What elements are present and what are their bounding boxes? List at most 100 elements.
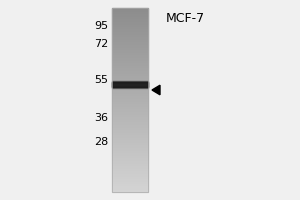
Bar — [112, 39, 148, 40]
Bar — [112, 86, 148, 87]
Bar — [112, 83, 148, 84]
Bar — [112, 81, 148, 87]
Bar — [112, 85, 148, 86]
Bar — [112, 40, 148, 41]
Bar — [112, 101, 148, 102]
Polygon shape — [152, 85, 160, 95]
Bar — [112, 52, 148, 53]
Bar — [112, 15, 148, 16]
Bar — [112, 125, 148, 126]
Bar — [112, 94, 148, 95]
Bar — [112, 131, 148, 132]
Bar — [112, 8, 148, 9]
Bar — [112, 14, 148, 15]
Bar — [112, 173, 148, 174]
Bar — [112, 178, 148, 179]
Bar — [112, 168, 148, 169]
Bar — [112, 24, 148, 25]
Bar — [112, 184, 148, 185]
Bar — [112, 138, 148, 139]
Bar — [112, 92, 148, 93]
Bar — [112, 99, 148, 100]
Bar — [112, 156, 148, 157]
Bar — [112, 140, 148, 141]
Bar — [112, 28, 148, 29]
Bar — [112, 110, 148, 111]
Bar — [112, 122, 148, 123]
Bar — [112, 166, 148, 167]
Bar — [112, 65, 148, 66]
Bar — [112, 127, 148, 128]
Bar — [112, 63, 148, 64]
Bar — [112, 23, 148, 24]
Bar — [112, 33, 148, 34]
Bar — [112, 108, 148, 109]
Bar — [112, 72, 148, 73]
Bar — [112, 96, 148, 97]
Bar — [112, 174, 148, 175]
Bar — [112, 133, 148, 134]
Bar — [112, 115, 148, 116]
Bar — [112, 82, 148, 87]
Text: 36: 36 — [94, 113, 108, 123]
Bar — [112, 148, 148, 149]
Bar — [112, 124, 148, 125]
Bar — [112, 26, 148, 27]
Bar — [112, 126, 148, 127]
Bar — [112, 30, 148, 31]
Bar — [112, 27, 148, 28]
Bar — [112, 62, 148, 63]
Bar — [112, 88, 148, 89]
Bar — [112, 60, 148, 61]
Bar — [112, 170, 148, 171]
Bar — [112, 34, 148, 35]
Bar — [112, 190, 148, 191]
Bar — [112, 81, 148, 88]
Bar — [112, 135, 148, 136]
Bar — [112, 152, 148, 153]
Bar — [112, 172, 148, 173]
Bar — [112, 183, 148, 184]
Bar — [112, 164, 148, 165]
Bar — [112, 142, 148, 143]
Bar — [112, 158, 148, 159]
Bar — [112, 107, 148, 108]
Bar — [112, 64, 148, 65]
Bar — [112, 87, 148, 88]
Bar — [112, 109, 148, 110]
Bar — [112, 54, 148, 55]
Bar — [112, 150, 148, 151]
Bar — [112, 187, 148, 188]
Bar — [112, 12, 148, 13]
Bar — [112, 17, 148, 18]
Bar — [112, 121, 148, 122]
Bar — [112, 69, 148, 70]
Bar — [112, 144, 148, 145]
Bar — [112, 55, 148, 56]
Bar — [112, 103, 148, 104]
Bar — [112, 77, 148, 78]
Bar — [112, 89, 148, 90]
Bar — [112, 161, 148, 162]
Bar — [112, 106, 148, 107]
Bar — [112, 10, 148, 11]
Bar — [112, 44, 148, 45]
Bar — [112, 105, 148, 106]
Bar — [112, 117, 148, 118]
Bar — [112, 76, 148, 77]
Bar — [112, 157, 148, 158]
Bar — [112, 123, 148, 124]
Bar — [112, 159, 148, 160]
Bar — [112, 70, 148, 71]
Bar — [112, 29, 148, 30]
Bar — [112, 155, 148, 156]
Bar — [112, 180, 148, 181]
Bar — [112, 153, 148, 154]
Bar — [112, 143, 148, 144]
Bar — [112, 78, 148, 79]
Bar — [112, 42, 148, 43]
Bar — [112, 82, 148, 87]
Bar — [112, 134, 148, 135]
Bar — [112, 47, 148, 48]
Bar — [112, 102, 148, 103]
